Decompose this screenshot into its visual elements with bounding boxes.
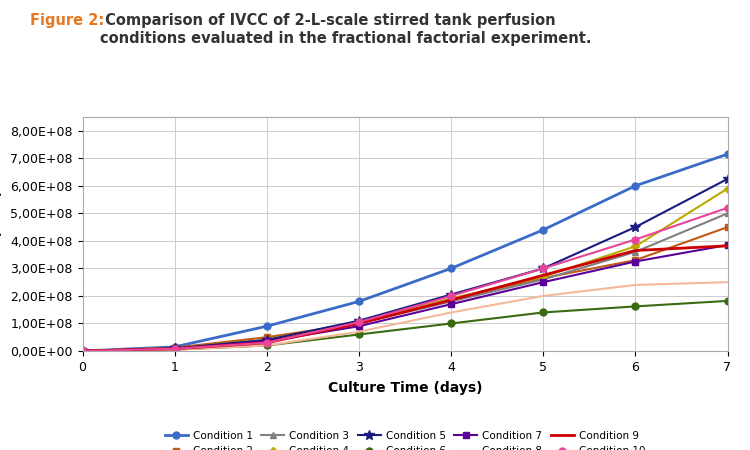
Condition 4 [631,244,640,249]
Condition 6 [78,348,87,354]
Condition 4 [170,346,179,351]
Line: Condition 8: Condition 8 [82,282,728,351]
Condition 6 [446,321,455,326]
Text: Figure 2:: Figure 2: [30,14,104,28]
Text: Comparison of IVCC of 2-L-scale stirred tank perfusion
conditions evaluated in t: Comparison of IVCC of 2-L-scale stirred … [100,14,591,46]
Condition 5 [631,225,640,230]
Condition 9 [262,340,272,346]
Condition 2 [78,348,87,354]
Condition 6 [262,343,272,348]
Y-axis label: IVCC (cells): IVCC (cells) [0,189,3,279]
Condition 6 [538,310,548,315]
Condition 1 [262,324,272,329]
Condition 9 [631,248,640,253]
Line: Condition 3: Condition 3 [79,210,731,355]
Condition 9 [355,321,364,326]
Condition 8 [78,348,87,354]
Condition 6 [723,298,732,304]
Condition 7 [355,324,364,329]
Condition 2 [170,345,179,351]
Condition 10 [262,340,272,346]
Condition 10 [631,237,640,242]
Condition 1 [446,266,455,271]
Condition 4 [355,320,364,325]
Condition 1 [723,152,732,157]
Legend: Condition 1, Condition 2, Condition 3, Condition 4, Condition 5, Condition 6, Co: Condition 1, Condition 2, Condition 3, C… [165,431,645,450]
Condition 9 [78,348,87,354]
Condition 8 [355,329,364,334]
Condition 6 [631,304,640,309]
Line: Condition 4: Condition 4 [80,186,730,354]
Condition 8 [446,310,455,315]
Condition 8 [538,293,548,299]
Condition 9 [446,297,455,303]
Condition 4 [262,338,272,343]
Condition 7 [170,346,179,351]
Condition 1 [170,344,179,350]
Condition 6 [170,347,179,352]
Condition 3 [538,277,548,282]
Condition 9 [538,273,548,278]
Condition 8 [631,282,640,288]
Condition 4 [78,348,87,354]
Line: Condition 2: Condition 2 [79,224,731,355]
Condition 5 [262,338,272,343]
Condition 2 [262,334,272,340]
Condition 5 [78,348,87,354]
Condition 10 [355,320,364,325]
Condition 7 [723,242,732,248]
Line: Condition 10: Condition 10 [79,204,731,355]
Condition 8 [262,343,272,348]
Condition 10 [538,266,548,271]
Condition 5 [538,266,548,271]
Line: Condition 6: Condition 6 [79,297,731,355]
Condition 1 [538,227,548,233]
Condition 1 [78,348,87,354]
Condition 1 [355,299,364,304]
Condition 1 [631,183,640,189]
Condition 3 [170,346,179,351]
Condition 7 [446,302,455,307]
Condition 4 [446,296,455,302]
Condition 3 [355,321,364,326]
Condition 7 [538,279,548,285]
Condition 9 [723,243,732,248]
Condition 3 [446,299,455,304]
Line: Condition 5: Condition 5 [78,174,732,356]
Condition 10 [170,346,179,351]
Condition 5 [355,318,364,324]
Condition 4 [723,186,732,191]
Condition 5 [723,176,732,182]
Condition 2 [538,275,548,281]
Condition 2 [631,257,640,263]
Condition 6 [355,332,364,337]
Condition 3 [262,338,272,343]
Condition 10 [446,293,455,299]
Condition 2 [723,225,732,230]
Condition 10 [723,205,732,211]
Condition 4 [538,274,548,279]
Condition 3 [631,249,640,255]
Condition 10 [78,348,87,354]
Condition 5 [170,346,179,351]
Condition 2 [446,296,455,302]
Line: Condition 7: Condition 7 [79,242,731,355]
Condition 5 [446,292,455,297]
Condition 2 [355,321,364,326]
Line: Condition 9: Condition 9 [82,246,728,351]
Condition 7 [631,259,640,264]
Condition 3 [723,211,732,216]
Condition 8 [723,279,732,285]
Condition 9 [170,346,179,351]
Condition 7 [262,339,272,344]
Line: Condition 1: Condition 1 [79,151,731,355]
Condition 8 [170,347,179,352]
Condition 7 [78,348,87,354]
Condition 3 [78,348,87,354]
X-axis label: Culture Time (days): Culture Time (days) [328,381,482,395]
